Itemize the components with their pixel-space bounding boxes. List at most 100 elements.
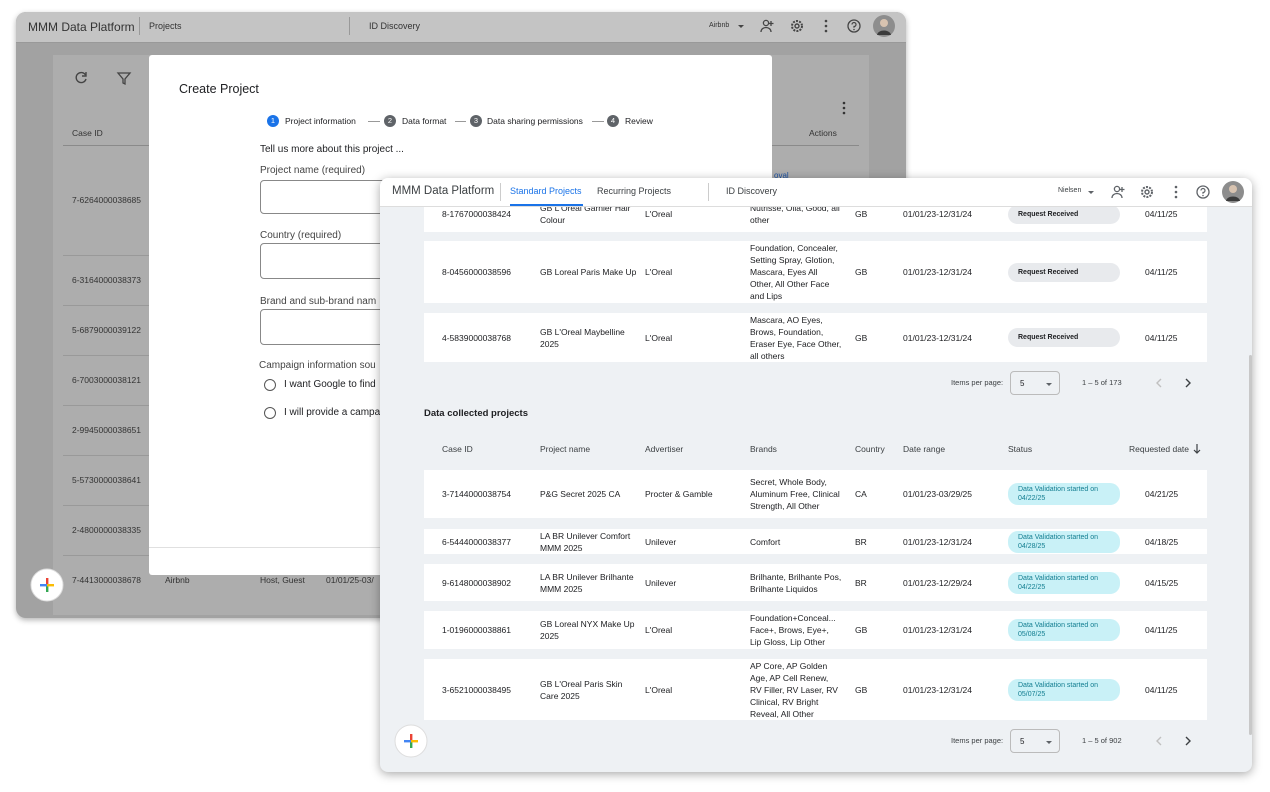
tab-indicator: [510, 204, 583, 206]
items-per-page-label: Items per page:: [951, 378, 1004, 387]
case-id: 7-4413000038678: [72, 575, 142, 585]
step-label: Data format: [402, 116, 447, 126]
radio-button[interactable]: [264, 379, 276, 391]
page-size-select[interactable]: 5: [1010, 371, 1060, 395]
table-cell: GB L'Oreal Maybelline 2025: [540, 326, 625, 349]
step-connector: [368, 121, 380, 122]
status-chip: Request Received: [1008, 204, 1120, 224]
settings-icon[interactable]: [1139, 184, 1155, 200]
more-icon[interactable]: [818, 18, 834, 34]
table-cell: L'Oreal: [645, 684, 673, 695]
action-link[interactable]: oval: [774, 171, 789, 180]
filter-icon[interactable]: [116, 70, 132, 86]
radio-button[interactable]: [264, 407, 276, 419]
avatar[interactable]: [1222, 181, 1244, 203]
column-header: Status: [1008, 444, 1033, 454]
table-cell: 01/01/23-12/31/24: [903, 536, 973, 547]
table-cell: Mascara, AO Eyes, Brows, Foundation, Era…: [750, 314, 842, 361]
tab-active[interactable]: Standard Projects: [510, 186, 582, 196]
select-caret[interactable]: [1041, 376, 1057, 392]
table-cell: GB: [855, 625, 868, 635]
table-cell: 8-0456000038596: [442, 267, 512, 277]
radio-label: I will provide a campa: [284, 407, 381, 418]
nav-link[interactable]: ID Discovery: [369, 21, 421, 31]
table-cell: BR: [855, 536, 867, 547]
next-page[interactable]: [1180, 733, 1196, 749]
account-selector[interactable]: Nielsen: [1058, 187, 1082, 194]
settings-icon[interactable]: [789, 18, 805, 34]
table-cell: 1-0196000038861: [442, 625, 512, 635]
add-user-icon[interactable]: [759, 18, 775, 34]
table-cell: L'Oreal: [645, 625, 673, 635]
case-id: 7-6264000038685: [72, 195, 142, 205]
column-header: Requested date: [1129, 444, 1190, 454]
add-user-icon[interactable]: [1110, 184, 1126, 200]
create-button[interactable]: [30, 568, 64, 602]
status-cell: Data Validation started on 04/28/25: [1008, 529, 1123, 554]
table-cell: L'Oreal: [645, 267, 673, 277]
page-size-value: 5: [1020, 379, 1025, 388]
avatar[interactable]: [873, 15, 895, 37]
divider: [500, 183, 501, 201]
more-icon[interactable]: [836, 100, 852, 116]
account-caret[interactable]: [733, 18, 749, 34]
status-chip: Data Validation started on 04/22/25: [1008, 571, 1120, 594]
refresh-icon[interactable]: [73, 70, 89, 86]
table-cell: Procter & Gamble: [645, 489, 713, 499]
select-caret[interactable]: [1041, 734, 1057, 750]
create-button[interactable]: [394, 724, 428, 758]
table-cell: Secret, Whole Body, Aluminum Free, Clini…: [750, 477, 840, 511]
status-chip: Request Received: [1008, 262, 1120, 282]
column-header: Country: [855, 444, 885, 454]
column-header: Actions: [809, 128, 837, 138]
tab[interactable]: Recurring Projects: [597, 186, 672, 196]
column-header: Project name: [540, 444, 591, 454]
prev-page[interactable]: [1151, 375, 1167, 391]
column-header: Case ID: [72, 128, 103, 138]
prev-page[interactable]: [1151, 733, 1167, 749]
case-id: 5-5730000038641: [72, 475, 142, 485]
table-cell: CA: [855, 489, 867, 499]
nav-link[interactable]: ID Discovery: [726, 186, 778, 196]
page-size-value: 5: [1020, 737, 1025, 746]
next-page[interactable]: [1180, 375, 1196, 391]
step-connector: [455, 121, 466, 122]
table-cell: L'Oreal: [645, 209, 673, 219]
table-cell: LA BR Unilever Brilhante MMM 2025: [540, 571, 634, 594]
table-cell: 4-5839000038768: [442, 332, 512, 343]
table-cell: Comfort: [750, 536, 781, 547]
status-chip: Data Validation started on 05/07/25: [1008, 678, 1120, 701]
table-cell: GB Loreal Paris Make Up: [540, 267, 637, 277]
table-cell: 04/15/25: [1145, 577, 1179, 588]
case-id: 2-9945000038651: [72, 425, 142, 435]
table-cell: 04/11/25: [1145, 625, 1178, 635]
table-cell: Brilhante, Brilhante Pos, Brilhante Liqu…: [750, 571, 842, 594]
help-icon[interactable]: [846, 18, 862, 34]
app-header: [380, 178, 1252, 207]
help-icon[interactable]: [1195, 184, 1211, 200]
table-cell: GB Loreal NYX Make Up 2025: [540, 619, 635, 641]
more-icon[interactable]: [1168, 184, 1184, 200]
table-cell: 01/01/23-12/29/24: [903, 577, 973, 588]
table-cell: 01/01/23-12/31/24: [903, 625, 973, 635]
case-id: 5-6879000039122: [72, 325, 142, 335]
table-cell: Airbnb: [165, 575, 190, 585]
table-cell: BR: [855, 577, 867, 588]
table-cell: L'Oreal: [645, 332, 673, 343]
status-cell: Request Received: [1008, 313, 1123, 362]
page-size-select[interactable]: 5: [1010, 729, 1060, 753]
nav-link[interactable]: Projects: [149, 21, 182, 31]
sort-desc-icon[interactable]: [1189, 441, 1205, 457]
step-number: 3: [470, 115, 482, 127]
field-label: Country (required): [260, 230, 342, 241]
section-title: Data collected projects: [424, 408, 529, 419]
table-cell: Foundation+Conceal... Face+, Brows, Eye+…: [750, 613, 836, 647]
account-selector[interactable]: Airbnb: [709, 22, 730, 29]
table-cell: 9-6148000038902: [442, 577, 512, 588]
account-caret[interactable]: [1083, 184, 1099, 200]
table-cell: 04/11/25: [1145, 684, 1178, 695]
table-cell: GB: [855, 209, 868, 219]
case-id: 6-7003000038121: [72, 375, 142, 385]
table-cell: AP Core, AP Golden Age, AP Cell Renew, R…: [750, 660, 838, 719]
